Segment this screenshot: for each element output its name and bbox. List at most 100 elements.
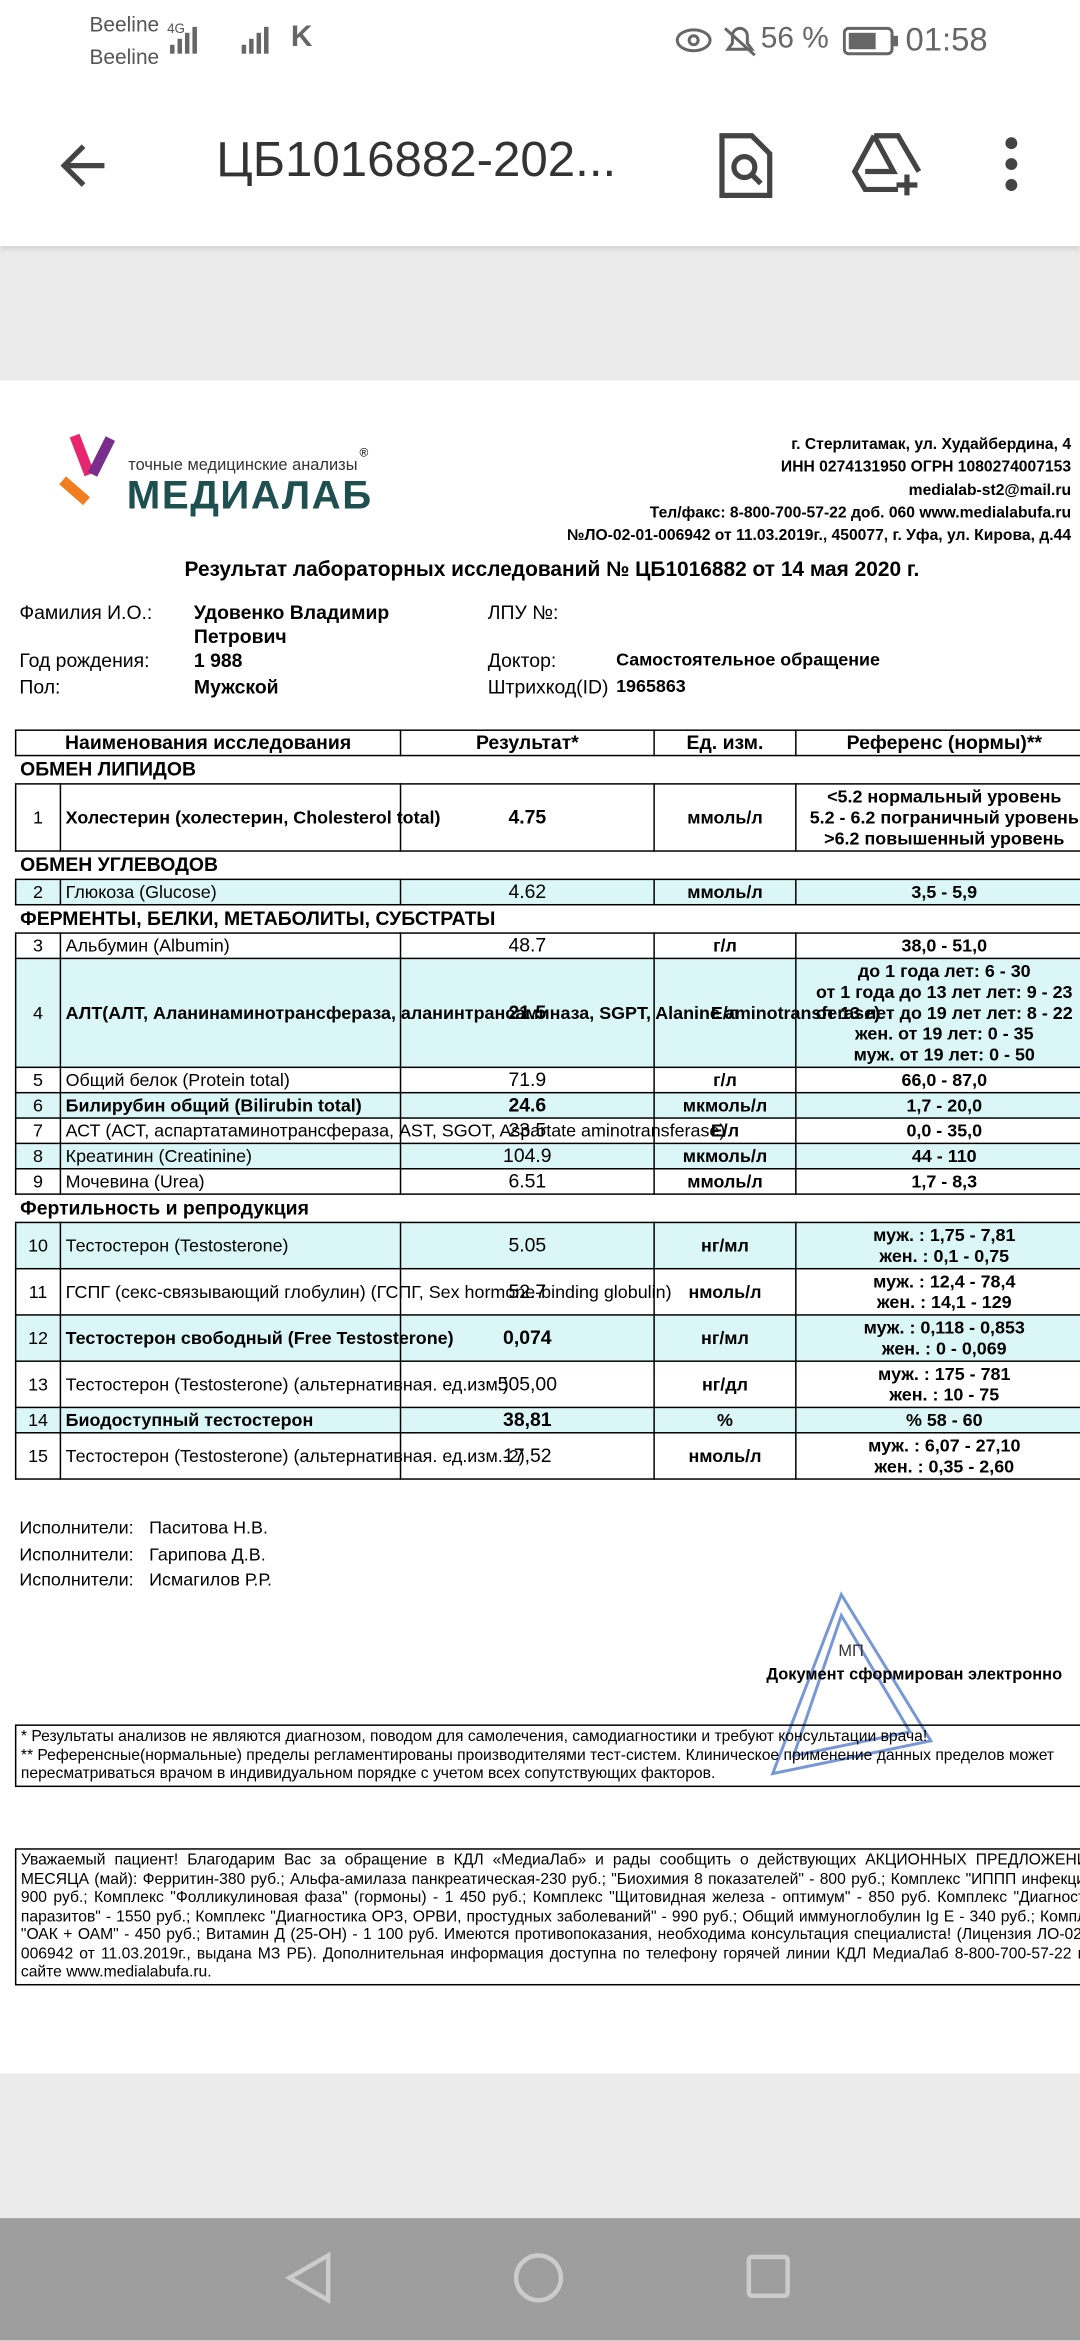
logo-name: МЕДИАЛАБ [126,472,373,518]
test-name: Мочевина (Urea) [59,1168,402,1195]
reference-line: муж. : 0,118 - 0,853 [863,1317,1025,1339]
footnote: * Результаты анализов не являются диагно… [20,1727,928,1746]
section-title: Фертильность и репродукция [15,1193,1080,1224]
reference-line: 1,7 - 8,3 [911,1170,978,1192]
nav-home[interactable] [512,2251,566,2305]
nav-back[interactable] [283,2251,337,2305]
section-row: ОБМЕН ЛИПИДОВ [15,754,1080,785]
test-name: Тестостерон (Testosterone) (альтернативн… [59,1360,509,1409]
electronic-note: Документ сформирован электронно [766,1666,1063,1685]
test-unit: мкмоль/л [653,1091,797,1119]
section-row: ФЕРМЕНТЫ, БЕЛКИ, МЕТАБОЛИТЫ, СУБСТРАТЫ [15,903,1080,934]
test-reference: 66,0 - 87,0 [795,1066,1080,1094]
logo-mark [59,433,116,506]
test-unit: % [653,1406,797,1434]
row-number: 12 [14,1314,62,1362]
test-reference: муж. : 1,75 - 7,81 жен. : 0,1 - 0,75 [795,1221,1080,1270]
test-name: Биодоступный тестостерон [59,1406,402,1434]
test-unit: нг/мл [653,1314,797,1362]
test-unit: Е/л [653,957,797,1069]
pdf-page: точные медицинские анализы ® МЕДИАЛАБ Ре… [0,380,1080,2074]
executor-label: Исполнители: [19,1517,134,1538]
result-row: 11 ГСПГ (секс-связывающий глобулин) (ГСПГ… [14,1267,1080,1316]
reference-line: жен. : 10 - 75 [889,1384,1000,1406]
add-to-drive-button[interactable] [850,130,931,199]
address-line: ИНН 0274131950 ОГРН 1080274007153 [780,458,1072,477]
reference-line: муж. : 175 - 781 [878,1363,1011,1385]
test-reference: 1,7 - 20,0 [795,1091,1080,1119]
result-row: 13 Тестостерон (Testosterone) (альтернати… [14,1360,1080,1409]
more-button[interactable] [996,136,1026,202]
test-reference: % 58 - 60 [795,1406,1080,1434]
nav-recent[interactable] [743,2251,797,2305]
test-reference: 38,0 - 51,0 [795,932,1080,960]
field-label: ЛПУ №: [487,601,559,624]
test-result: 52.7 [399,1267,655,1316]
test-result: 505,00 [399,1360,655,1409]
test-reference: 44 - 110 [795,1142,1080,1170]
test-reference: 0,0 - 35,0 [795,1117,1080,1145]
reference-line: жен. : 14,1 - 129 [876,1291,1012,1313]
test-name: АСТ (АСТ, аспартатаминотрансфераза, AST,… [59,1117,725,1145]
column-header: Результат* [399,729,655,757]
result-row: 5 Общий белок (Protein total) 71.9 г/л 66,0 … [14,1066,1080,1094]
field-label: Год рождения: [19,648,150,672]
back-button[interactable] [54,136,114,196]
test-reference: муж. : 12,4 - 78,4 жен. : 14,1 - 129 [795,1267,1080,1316]
test-unit: г/л [653,1066,797,1094]
test-reference: <5.2 нормальный уровень 5.2 - 6.2 пограни… [795,783,1080,852]
row-number: 9 [14,1168,62,1195]
test-reference: 3,5 - 5,9 [795,878,1080,906]
reference-line: >6.2 повышенный уровень [824,827,1065,849]
test-name: Альбумин (Albumin) [59,932,402,960]
document-title: ЦБ1016882-202... [216,131,617,187]
status-icons [675,26,756,57]
test-reference: муж. : 0,118 - 0,853 жен. : 0 - 0,069 [795,1314,1080,1362]
row-number: 5 [14,1066,62,1094]
test-unit: мкмоль/л [653,1142,797,1170]
footnote: ** Референсные(нормальные) пределы регла… [20,1746,1055,1783]
results-table: Наименования исследования Результат* Ед. и… [14,729,1080,1480]
barcode: 1965863 [616,675,686,697]
address-line: г. Стерлитамак, ул. Худайбердина, 4 [791,435,1072,454]
test-name: ГСПГ (секс-связывающий глобулин) (ГСПГ, … [59,1267,672,1316]
test-unit: ммоль/л [653,1168,797,1195]
reference-line: от 1 года до 13 лет лет: 9 - 23 [816,981,1073,1003]
stamp [770,1591,934,1776]
test-name: Тестостерон (Testosterone) (альтернативн… [59,1432,525,1480]
reference-line: от 13 лет до 19 лет лет: 8 - 22 [815,1002,1073,1024]
status-bar: Beeline Beeline 4G K 56 % 01:58 [0,0,1080,83]
test-result: 48.7 [399,932,655,960]
test-result: 24.6 [399,1091,655,1119]
reference-line: 0,0 - 35,0 [906,1120,983,1142]
clock: 01:58 [905,20,988,59]
reference-line: 66,0 - 87,0 [901,1069,988,1091]
navigation-bar [0,2218,1080,2341]
test-result: 71.9 [399,1066,655,1094]
test-result: 104.9 [399,1142,655,1170]
column-header: Референс (нормы)** [795,729,1080,757]
section-row: ОБМЕН УГЛЕВОДОВ [15,850,1080,881]
search-button[interactable] [713,130,779,202]
reference-line: муж. : 1,75 - 7,81 [873,1224,1016,1246]
test-result: 4.75 [399,783,655,852]
row-number: 6 [14,1091,62,1119]
reference-line: муж. от 19 лет: 0 - 50 [853,1044,1035,1066]
result-row: 8 Креатинин (Creatinine) 104.9 мкмоль/л 44 -… [14,1142,1080,1170]
result-row: 9 Мочевина (Urea) 6.51 ммоль/л 1,7 - 8,3 [14,1168,1080,1195]
test-result: 0,074 [399,1314,655,1362]
result-row: 1 Холестерин (холестерин, Cholesterol tot… [14,783,1080,852]
doctor: Самостоятельное обращение [616,648,881,670]
test-name: Глюкоза (Glucose) [59,878,402,906]
test-unit: ммоль/л [653,783,797,852]
field-label: Штрихкод(ID) [487,675,609,699]
stamp-label: МП [838,1642,864,1661]
executor-name: Исмагилов Р.Р. [149,1569,272,1591]
promo: Уважаемый пациент! Благодарим Вас за обр… [14,1848,1080,1985]
reference-line: муж. : 6,07 - 27,10 [868,1435,1021,1456]
reference-line: 5.2 - 6.2 пограничный уровень [809,807,1079,828]
column-header: Ед. изм. [653,729,797,757]
